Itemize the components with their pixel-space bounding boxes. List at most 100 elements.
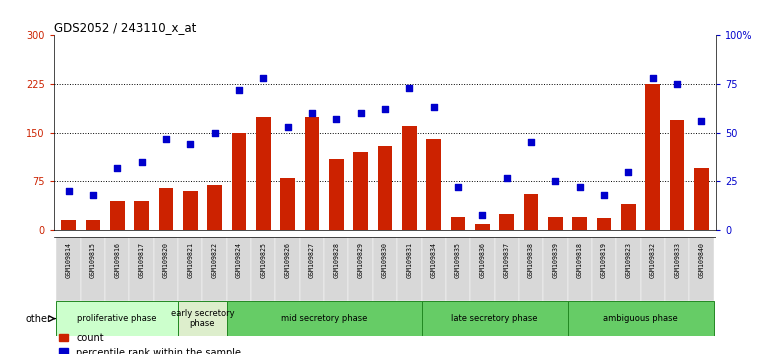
Bar [110, 201, 125, 230]
Text: GSM109830: GSM109830 [382, 242, 388, 278]
Point [549, 178, 561, 184]
Bar [178, 301, 226, 336]
Bar [56, 301, 178, 336]
Point [184, 142, 196, 147]
Bar [251, 237, 276, 301]
Text: GSM109832: GSM109832 [650, 242, 656, 278]
Bar [621, 204, 636, 230]
Bar [572, 217, 587, 230]
Point [233, 87, 245, 93]
Legend: count, percentile rank within the sample: count, percentile rank within the sample [59, 333, 241, 354]
Text: GSM109816: GSM109816 [114, 242, 120, 278]
Bar [207, 185, 222, 230]
Point [330, 116, 343, 122]
Text: mid secretory phase: mid secretory phase [281, 314, 367, 323]
Bar [427, 139, 441, 230]
Bar [450, 217, 465, 230]
Bar [85, 220, 100, 230]
Bar [203, 237, 226, 301]
Text: GSM109817: GSM109817 [139, 242, 145, 278]
Text: GSM109822: GSM109822 [212, 242, 218, 278]
Bar [353, 152, 368, 230]
Bar [226, 237, 251, 301]
Text: GSM109834: GSM109834 [430, 242, 437, 278]
Bar [670, 120, 685, 230]
Text: GSM109840: GSM109840 [698, 242, 705, 278]
Text: GSM109838: GSM109838 [528, 242, 534, 278]
Point [209, 130, 221, 136]
Point [62, 188, 75, 194]
Text: GDS2052 / 243110_x_at: GDS2052 / 243110_x_at [54, 21, 196, 34]
Text: GSM109826: GSM109826 [285, 242, 290, 278]
Bar [81, 237, 105, 301]
Text: GSM109814: GSM109814 [65, 242, 72, 278]
Point [136, 159, 148, 165]
Bar [105, 237, 129, 301]
Text: early secretory
phase: early secretory phase [171, 309, 234, 328]
Bar [183, 191, 198, 230]
Text: GSM109820: GSM109820 [163, 242, 169, 278]
Bar [641, 237, 665, 301]
Point [427, 105, 440, 110]
Bar [470, 237, 494, 301]
Bar [592, 237, 616, 301]
Bar [134, 201, 149, 230]
Bar [226, 301, 421, 336]
Bar [567, 301, 714, 336]
Bar [61, 220, 75, 230]
Bar [232, 133, 246, 230]
Text: GSM109818: GSM109818 [577, 242, 583, 278]
Bar [56, 237, 81, 301]
Bar [373, 237, 397, 301]
Text: GSM109815: GSM109815 [90, 242, 95, 278]
Point [574, 184, 586, 190]
Point [306, 110, 318, 116]
Point [257, 75, 270, 81]
Bar [597, 218, 611, 230]
Bar [305, 116, 320, 230]
Bar [645, 84, 660, 230]
Point [622, 169, 634, 175]
Text: GSM109836: GSM109836 [480, 242, 485, 278]
Bar [421, 301, 567, 336]
Point [87, 192, 99, 198]
Text: GSM109825: GSM109825 [260, 242, 266, 278]
Bar [280, 178, 295, 230]
Bar [695, 169, 709, 230]
Point [452, 184, 464, 190]
Bar [349, 237, 373, 301]
Point [403, 85, 416, 91]
Point [476, 212, 488, 217]
Point [354, 110, 367, 116]
Bar [421, 237, 446, 301]
Bar [378, 146, 392, 230]
Bar [500, 214, 514, 230]
Bar [276, 237, 300, 301]
Bar [154, 237, 178, 301]
Bar [324, 237, 349, 301]
Text: GSM109839: GSM109839 [552, 242, 558, 278]
Bar [524, 194, 538, 230]
Text: late secretory phase: late secretory phase [451, 314, 537, 323]
Text: GSM109831: GSM109831 [407, 242, 413, 278]
Point [671, 81, 683, 87]
Bar [494, 237, 519, 301]
Bar [475, 224, 490, 230]
Point [695, 118, 708, 124]
Text: GSM109823: GSM109823 [625, 242, 631, 278]
Text: GSM109828: GSM109828 [333, 242, 340, 278]
Text: other: other [25, 314, 52, 324]
Bar [548, 217, 563, 230]
Text: GSM109824: GSM109824 [236, 242, 242, 278]
Bar [616, 237, 641, 301]
Bar [567, 237, 592, 301]
Text: ambiguous phase: ambiguous phase [603, 314, 678, 323]
Bar [544, 237, 567, 301]
Bar [329, 159, 343, 230]
Text: GSM109819: GSM109819 [601, 242, 607, 278]
Text: GSM109827: GSM109827 [309, 242, 315, 278]
Text: GSM109821: GSM109821 [187, 242, 193, 278]
Point [379, 107, 391, 112]
Bar [446, 237, 470, 301]
Point [159, 136, 172, 142]
